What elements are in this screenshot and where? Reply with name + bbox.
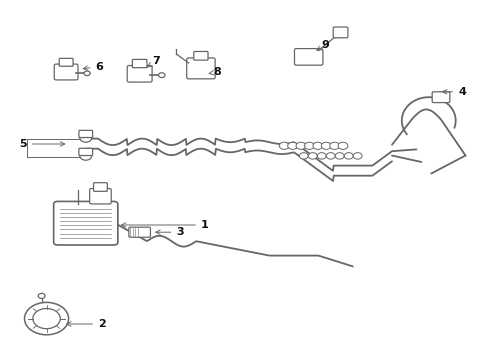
FancyBboxPatch shape bbox=[187, 58, 215, 79]
Text: 7: 7 bbox=[147, 56, 160, 67]
FancyBboxPatch shape bbox=[54, 64, 78, 80]
Text: 6: 6 bbox=[83, 62, 103, 72]
Circle shape bbox=[279, 142, 289, 149]
Circle shape bbox=[304, 142, 314, 149]
Circle shape bbox=[158, 73, 165, 77]
Circle shape bbox=[80, 134, 92, 142]
FancyBboxPatch shape bbox=[53, 201, 118, 245]
Text: 4: 4 bbox=[442, 87, 466, 97]
FancyBboxPatch shape bbox=[94, 183, 107, 192]
Text: 3: 3 bbox=[156, 227, 184, 237]
Circle shape bbox=[335, 153, 344, 159]
Circle shape bbox=[38, 293, 45, 298]
Circle shape bbox=[80, 152, 92, 160]
Text: 8: 8 bbox=[209, 67, 221, 77]
Circle shape bbox=[313, 142, 323, 149]
FancyBboxPatch shape bbox=[59, 58, 73, 66]
FancyBboxPatch shape bbox=[333, 27, 348, 38]
FancyBboxPatch shape bbox=[79, 130, 93, 138]
Circle shape bbox=[299, 153, 308, 159]
Text: 1: 1 bbox=[122, 220, 209, 230]
Circle shape bbox=[338, 142, 348, 149]
Circle shape bbox=[353, 153, 362, 159]
Circle shape bbox=[326, 153, 335, 159]
FancyBboxPatch shape bbox=[127, 66, 152, 82]
Circle shape bbox=[308, 153, 317, 159]
Circle shape bbox=[330, 142, 340, 149]
Circle shape bbox=[344, 153, 353, 159]
FancyBboxPatch shape bbox=[432, 92, 450, 103]
FancyBboxPatch shape bbox=[90, 189, 111, 204]
Circle shape bbox=[33, 309, 60, 329]
Text: 2: 2 bbox=[67, 319, 106, 329]
Text: 5: 5 bbox=[19, 139, 65, 149]
Circle shape bbox=[321, 142, 331, 149]
FancyBboxPatch shape bbox=[294, 49, 323, 65]
Circle shape bbox=[296, 142, 306, 149]
FancyBboxPatch shape bbox=[194, 51, 208, 60]
Circle shape bbox=[318, 153, 326, 159]
Text: 9: 9 bbox=[317, 40, 329, 50]
FancyBboxPatch shape bbox=[129, 227, 150, 237]
Circle shape bbox=[84, 71, 90, 76]
FancyBboxPatch shape bbox=[132, 59, 147, 68]
FancyBboxPatch shape bbox=[79, 148, 93, 156]
Circle shape bbox=[24, 302, 69, 335]
Circle shape bbox=[288, 142, 297, 149]
